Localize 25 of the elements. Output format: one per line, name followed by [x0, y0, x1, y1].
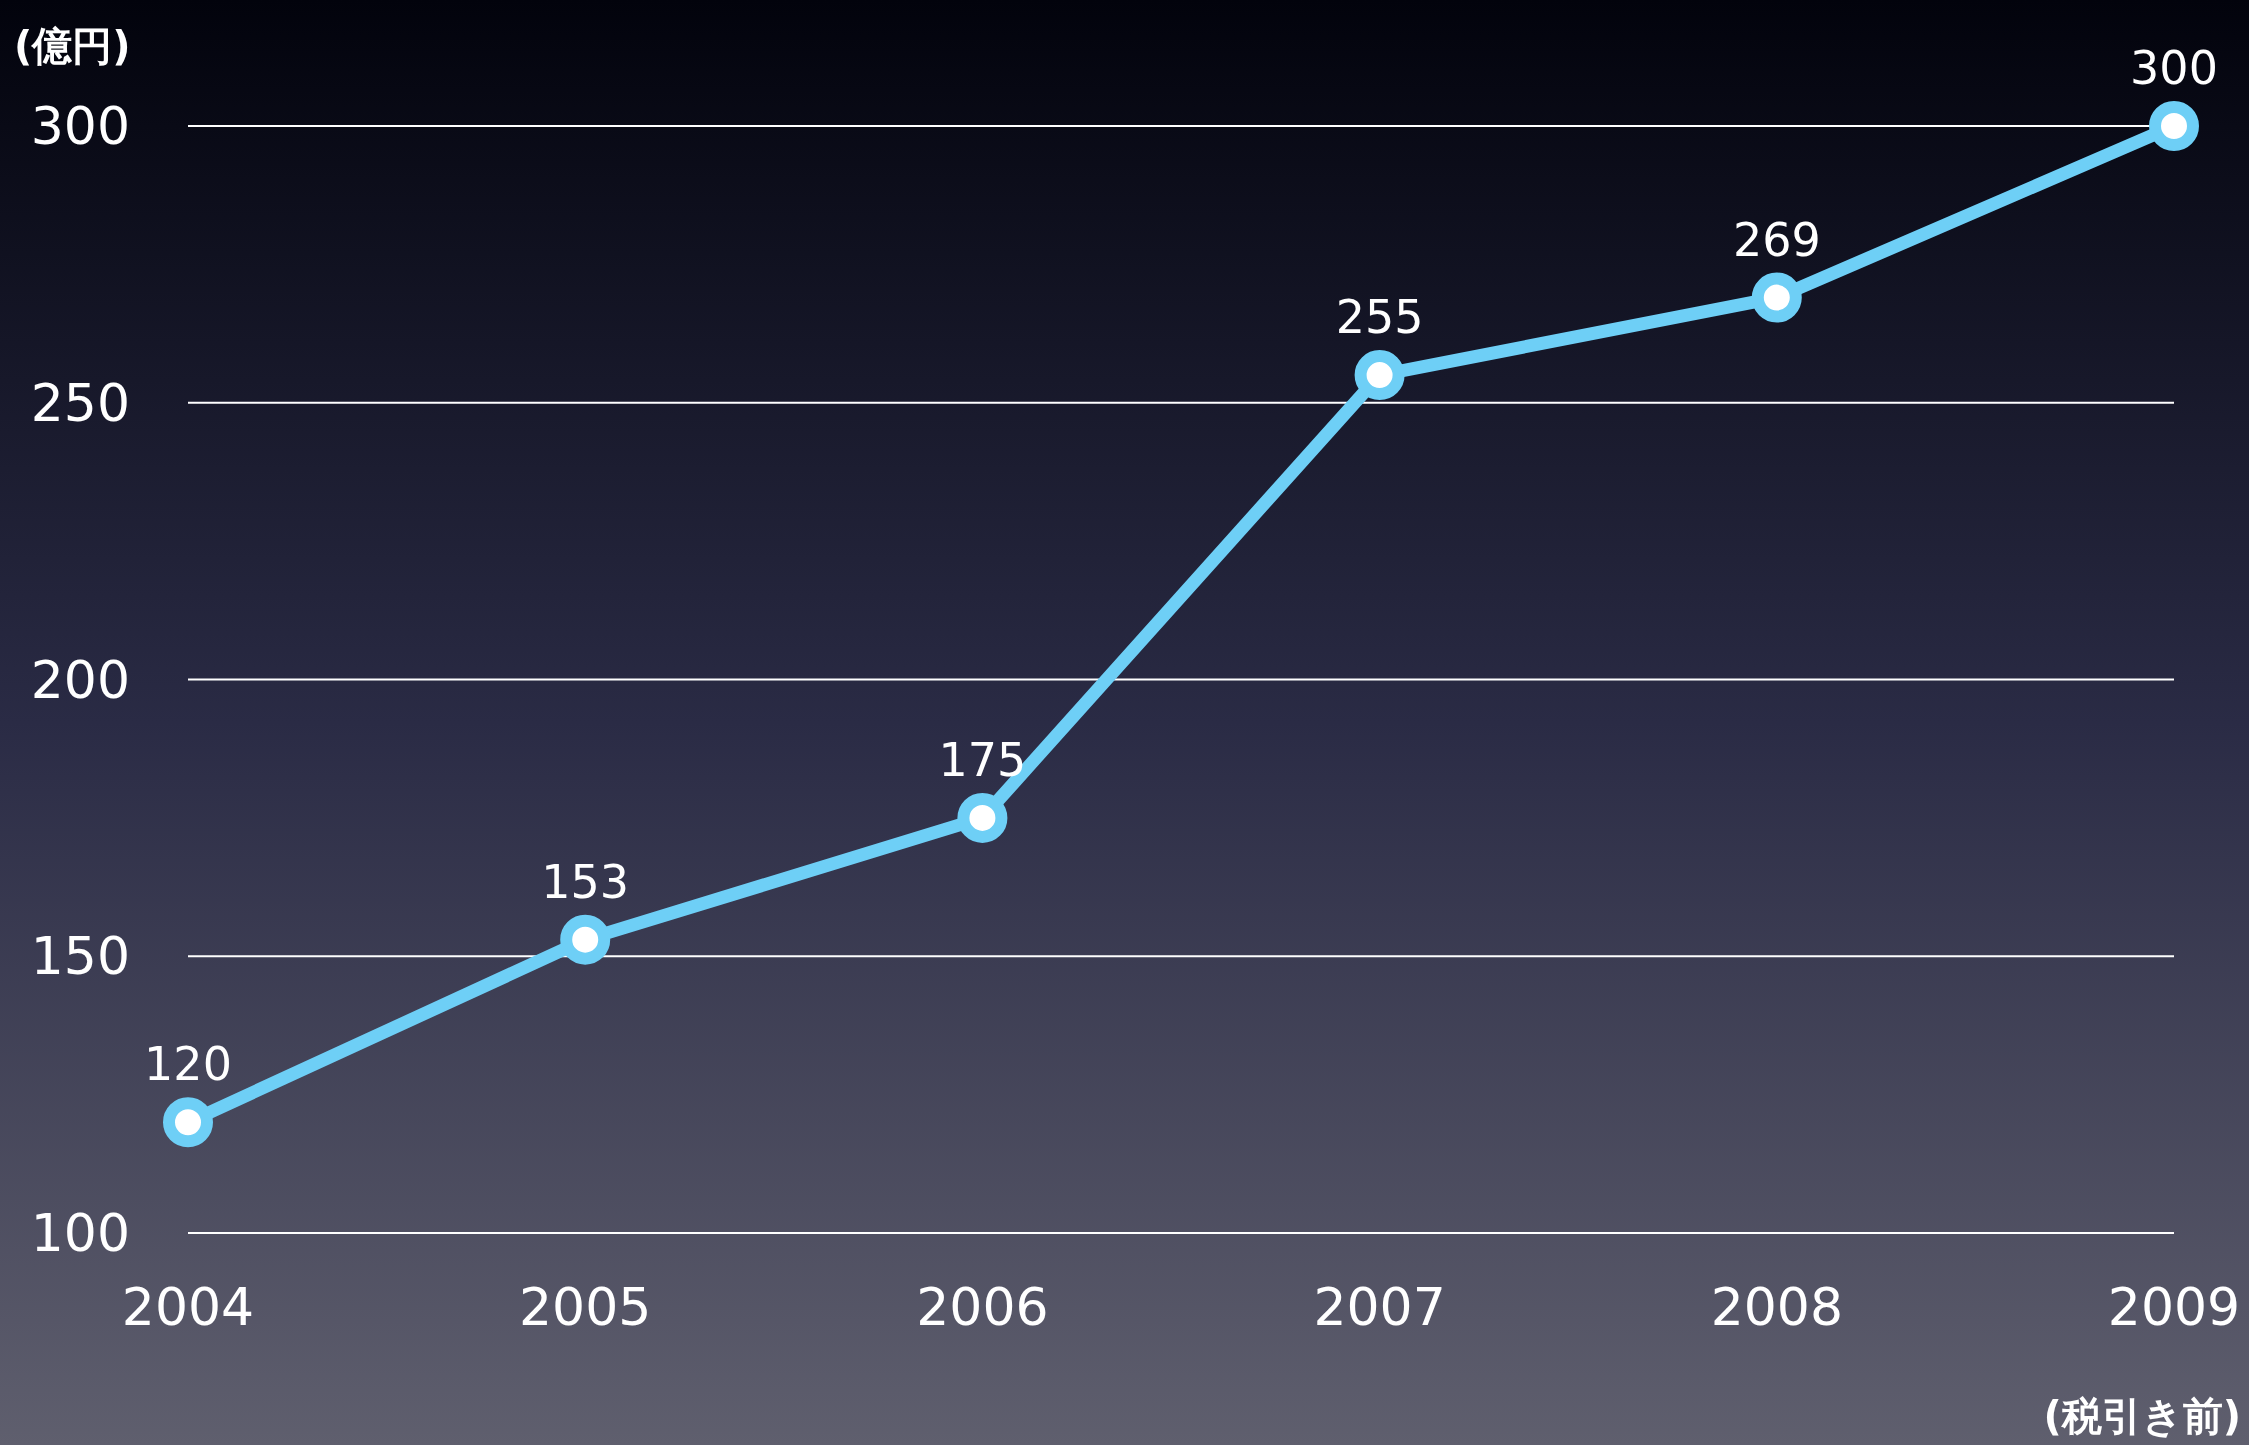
y-tick-label: 100	[30, 1203, 130, 1263]
x-tick-label: 2009	[2107, 1277, 2241, 1337]
x-tick-label: 2006	[916, 1277, 1049, 1337]
point	[163, 1097, 213, 1148]
x-tick-label: 2008	[1710, 1277, 1843, 1337]
x-tick-label: 2005	[519, 1277, 652, 1337]
data-label: 300	[2130, 41, 2218, 95]
x-tick-label: 2004	[121, 1277, 255, 1337]
point	[560, 914, 611, 965]
data-label: 120	[144, 1037, 232, 1092]
x-tick-label: 2007	[1313, 1277, 1446, 1337]
point	[1354, 350, 1405, 401]
data-label: 269	[1732, 212, 1821, 267]
point	[957, 792, 1008, 843]
point	[2149, 101, 2199, 151]
y-tick-label: 300	[30, 96, 130, 156]
text: (税引き前)	[2043, 1393, 2241, 1439]
y-tick-label: 250	[30, 372, 130, 433]
y-tick-label: 150	[30, 926, 130, 987]
y-axis-title: (億円)	[14, 23, 131, 69]
data-label: 255	[1335, 290, 1424, 345]
data-label: 153	[541, 854, 630, 909]
data-label: 175	[938, 732, 1027, 787]
point	[1751, 272, 1802, 323]
y-tick-label: 200	[30, 649, 130, 710]
